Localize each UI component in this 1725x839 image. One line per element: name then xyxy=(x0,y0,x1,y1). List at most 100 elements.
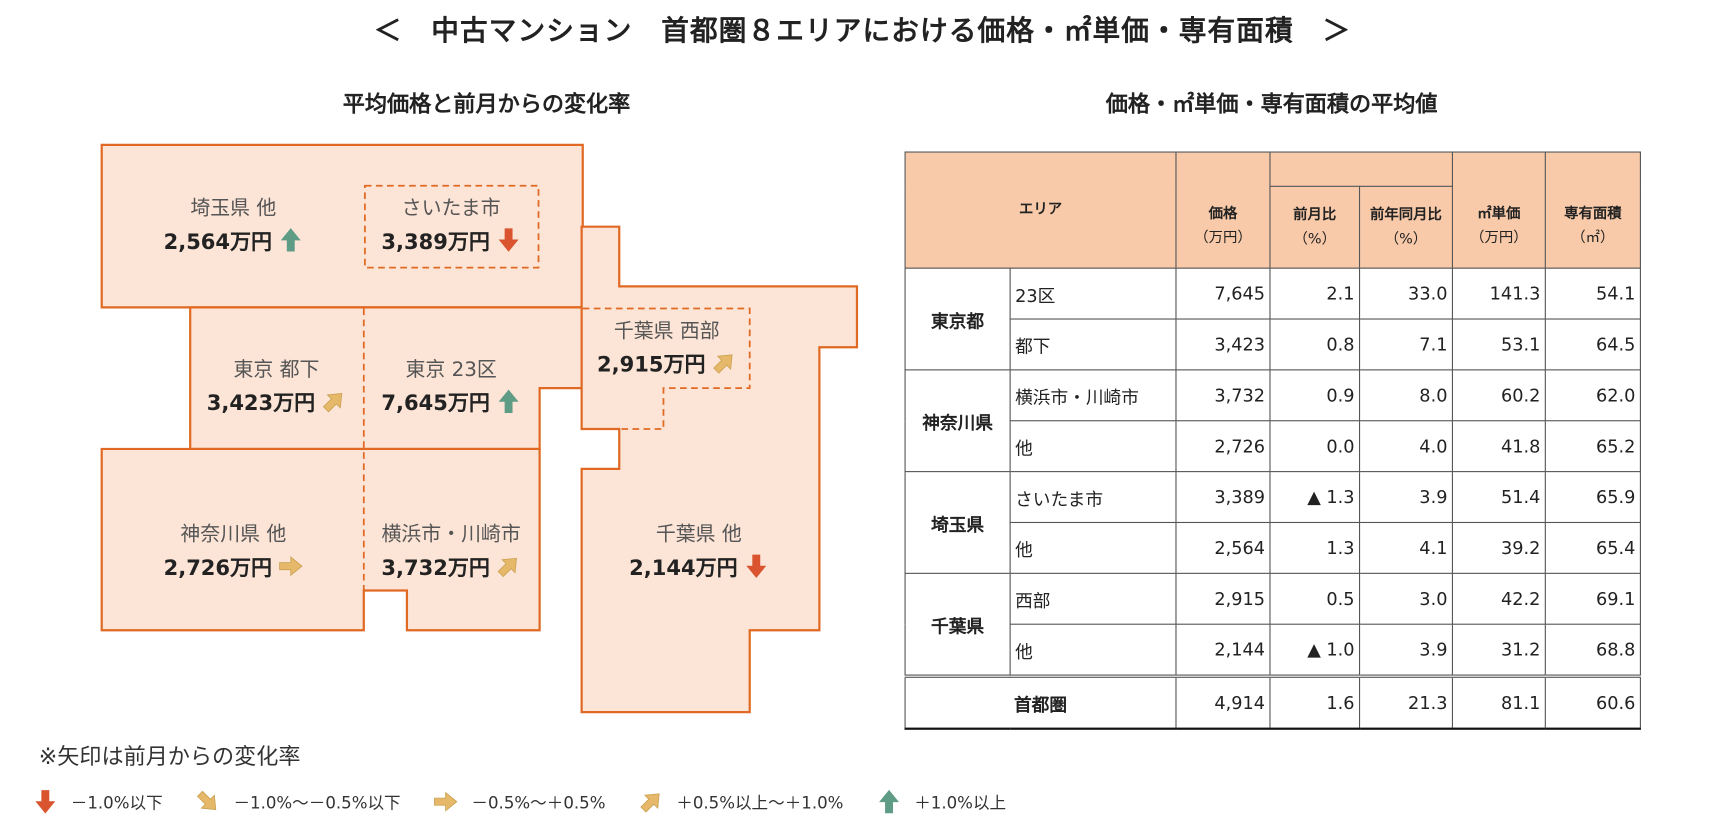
map-label-chiba-west: 千葉県 西部 2,915万円 xyxy=(597,317,736,379)
arrow-down-icon xyxy=(35,790,56,814)
value-cell: 41.8 xyxy=(1451,420,1546,473)
header-unit-price: ㎡単価 （万円） xyxy=(1451,151,1546,269)
value-cell: 0.8 xyxy=(1269,318,1361,371)
value-cell: 3.9 xyxy=(1358,471,1453,524)
header-area: エリア xyxy=(904,151,1177,269)
value-cell: 60.2 xyxy=(1451,369,1546,422)
legend-label: －1.0%～－0.5%以下 xyxy=(233,792,401,813)
header-mom: 前月比 （%） xyxy=(1269,185,1361,269)
prefecture-cell: 東京都 xyxy=(904,267,1011,371)
legend-item-down: －1.0%以下 xyxy=(33,788,163,815)
legend-label: －1.0%以下 xyxy=(70,792,163,813)
value-cell: 8.0 xyxy=(1358,369,1453,422)
value-cell: 3.0 xyxy=(1358,572,1453,625)
value-cell: 65.2 xyxy=(1544,420,1641,473)
area-cell: 他 xyxy=(1009,420,1177,473)
area-cell: 都下 xyxy=(1009,318,1177,371)
map-title: 平均価格と前月からの変化率 xyxy=(342,90,631,118)
value-cell: 33.0 xyxy=(1358,267,1453,320)
value-cell: 7.1 xyxy=(1358,318,1453,371)
prefecture-cell: 神奈川県 xyxy=(904,369,1011,473)
value-cell: 2,915 xyxy=(1175,572,1271,625)
table-row: 他 2,144 ▲ 1.0 3.9 31.2 68.8 xyxy=(905,623,1641,677)
area-cell: 西部 xyxy=(1009,572,1177,625)
table-row: 埼玉県 さいたま市 3,389 ▲ 1.3 3.9 51.4 65.9 xyxy=(904,471,1641,574)
area-map xyxy=(100,143,859,714)
total-value: 4,914 xyxy=(1175,674,1271,730)
table-title: 価格・㎡単価・専有面積の平均値 xyxy=(1105,90,1438,118)
total-value: 81.1 xyxy=(1451,674,1546,730)
total-value: 60.6 xyxy=(1544,674,1641,730)
area-price: 7,645万円 xyxy=(381,385,520,418)
legend-item-down-right: －1.0%～－0.5%以下 xyxy=(196,788,401,815)
value-cell: 64.5 xyxy=(1544,318,1641,371)
area-price: 2,915万円 xyxy=(597,346,736,379)
value-cell: 3,732 xyxy=(1175,369,1271,422)
area-price: 3,389万円 xyxy=(381,223,520,256)
data-table: エリア 価格 （万円） ㎡単価 （万円） 専有面積 （㎡） 前月比 （%） 前年同月比（… xyxy=(904,151,1641,730)
table-row: 都下 3,423 0.8 7.1 53.1 64.5 xyxy=(905,318,1641,371)
area-cell: 他 xyxy=(1009,623,1177,677)
arrow-right-icon xyxy=(434,791,458,812)
area-name: さいたま市 xyxy=(401,196,501,221)
area-price: 2,726万円 xyxy=(164,550,303,583)
value-cell: 51.4 xyxy=(1451,471,1546,524)
map-label-chiba-other: 千葉県 他 2,144万円 xyxy=(629,521,768,583)
value-cell: 42.2 xyxy=(1451,572,1546,625)
map-label-saitama-city: さいたま市 3,389万円 xyxy=(381,195,520,257)
header-yoy: 前年同月比 （%） xyxy=(1358,185,1453,269)
arrow-right-icon xyxy=(279,556,303,577)
chiba-west-boundary xyxy=(582,307,751,430)
table-row: 千葉県 西部 2,915 0.5 3.0 42.2 69.1 xyxy=(904,572,1641,677)
value-cell: 7,645 xyxy=(1175,267,1271,320)
value-cell: 3,389 xyxy=(1175,471,1271,524)
total-label: 首都圏 xyxy=(904,674,1177,730)
area-name: 埼玉県 他 xyxy=(190,196,277,221)
value-cell: 54.1 xyxy=(1544,267,1641,320)
value-cell: 2,726 xyxy=(1175,420,1271,473)
header-blank xyxy=(1269,151,1453,187)
value-cell: 69.1 xyxy=(1544,572,1641,625)
arrow-up-icon xyxy=(280,228,301,252)
value-cell: 4.0 xyxy=(1358,420,1453,473)
value-cell: 2,144 xyxy=(1175,623,1271,677)
arrow-down-icon xyxy=(746,554,767,578)
value-cell: ▲ 1.3 xyxy=(1269,471,1361,524)
area-name: 千葉県 他 xyxy=(655,523,742,547)
header-size: 専有面積 （㎡） xyxy=(1544,151,1641,269)
value-cell: 3.9 xyxy=(1358,623,1453,677)
value-cell: 141.3 xyxy=(1451,267,1546,320)
page-title: ＜ 中古マンション 首都圏８エリアにおける価格・㎡単価・専有面積 ＞ xyxy=(373,14,1352,47)
table-row: 東京都 23区 7,645 2.1 33.0 141.3 54.1 xyxy=(904,267,1641,371)
legend-label: ＋0.5%以上～＋1.0% xyxy=(676,792,844,813)
area-price: 2,144万円 xyxy=(629,550,768,583)
area-name: 千葉県 西部 xyxy=(613,319,720,343)
arrow-down-icon xyxy=(498,228,519,252)
value-cell: 2,564 xyxy=(1175,521,1271,574)
area-cell: 横浜市・川崎市 xyxy=(1009,369,1177,422)
arrow-up-icon xyxy=(498,389,519,413)
area-cell: さいたま市 xyxy=(1009,471,1177,524)
total-value: 1.6 xyxy=(1269,674,1361,730)
value-cell: 53.1 xyxy=(1451,318,1546,371)
prefecture-cell: 埼玉県 xyxy=(904,471,1011,574)
value-cell: 1.3 xyxy=(1269,521,1361,574)
value-cell: 2.1 xyxy=(1269,267,1361,320)
arrow-down-right-icon xyxy=(197,790,217,811)
region-chiba xyxy=(580,225,859,714)
arrow-up-right-icon xyxy=(323,393,343,413)
map-label-yokohama-kawasaki: 横浜市・川崎市 3,732万円 xyxy=(381,521,520,583)
area-price: 3,732万円 xyxy=(381,550,520,583)
value-cell: 0.9 xyxy=(1269,369,1361,422)
arrow-up-right-icon xyxy=(639,793,660,813)
legend-label: －0.5%～＋0.5% xyxy=(471,792,606,813)
arrow-up-icon xyxy=(878,789,899,814)
area-name: 横浜市・川崎市 xyxy=(381,523,521,547)
map-label-saitama-other: 埼玉県 他 2,564万円 xyxy=(164,195,303,257)
value-cell: 39.2 xyxy=(1451,521,1546,574)
legend: －1.0%以下 －1.0%～－0.5%以下 －0.5%～＋0.5% ＋0.5%以上～＋… xyxy=(33,788,1039,815)
value-cell: 31.2 xyxy=(1451,623,1546,677)
table-row: 他 2,564 1.3 4.1 39.2 65.4 xyxy=(905,521,1641,574)
arrow-up-right-icon xyxy=(497,557,518,578)
